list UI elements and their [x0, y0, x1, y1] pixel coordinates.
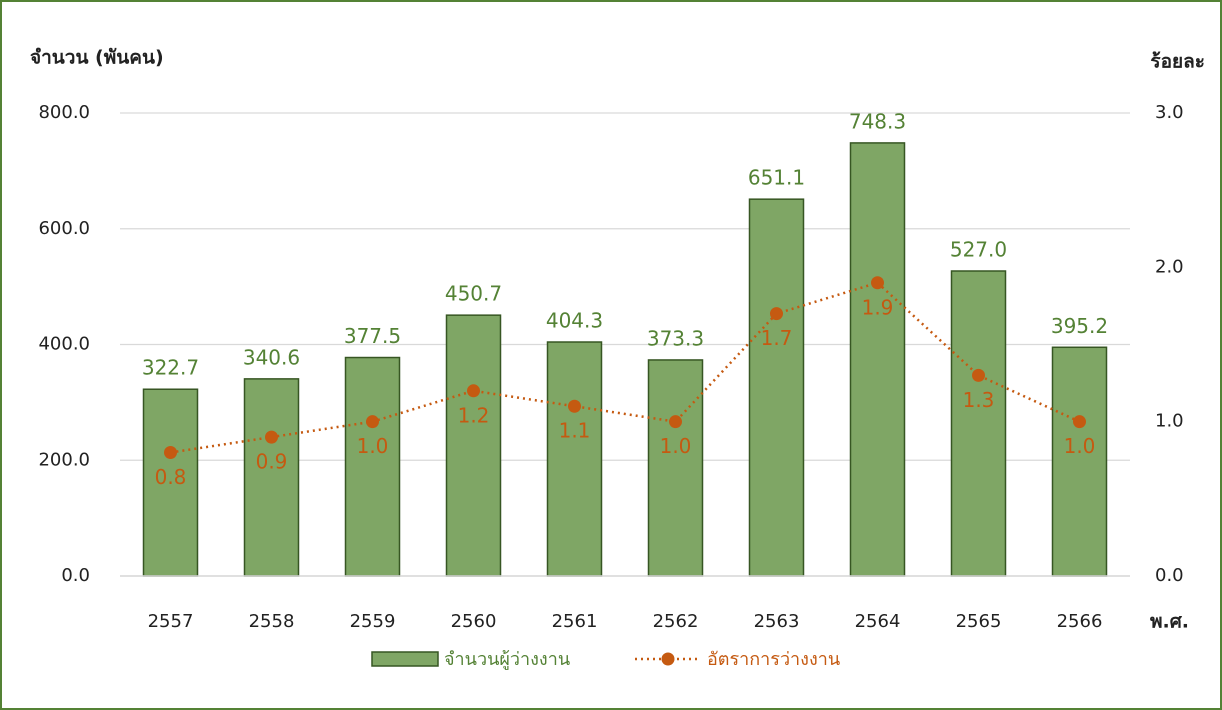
- bar-value-label: 527.0: [950, 237, 1007, 261]
- line-value-label: 1.1: [559, 419, 591, 443]
- bar-value-label: 340.6: [243, 345, 300, 369]
- line-marker: [265, 430, 278, 444]
- y-tick-label: 800.0: [38, 102, 90, 123]
- line-marker: [1073, 415, 1086, 429]
- y2-tick-label: 0.0: [1155, 565, 1184, 586]
- bar: [647, 359, 704, 577]
- y-tick-label: 0.0: [61, 565, 90, 586]
- line-value-label: 1.0: [1064, 434, 1096, 458]
- legend-label: จำนวนผู้ว่างงาน: [444, 649, 570, 670]
- legend-label: อัตราการว่างงาน: [707, 649, 840, 670]
- bar: [1051, 346, 1108, 577]
- line-value-label: 1.0: [357, 434, 389, 458]
- y-tick-label: 600.0: [38, 218, 90, 239]
- line-value-label: 1.7: [761, 326, 793, 350]
- bar: [950, 270, 1007, 577]
- line-marker: [669, 415, 682, 429]
- legend-swatch: [371, 651, 439, 667]
- line-value-label: 1.9: [862, 295, 894, 319]
- y2-axis-title: ร้อยละ: [1150, 51, 1205, 73]
- x-tick-label: 2557: [148, 611, 194, 632]
- bar-value-label: 373.3: [647, 326, 704, 350]
- line-marker: [972, 368, 985, 382]
- x-tick-label: 2560: [451, 611, 497, 632]
- x-tick-label: 2561: [552, 611, 598, 632]
- x-tick-label: 2563: [754, 611, 800, 632]
- x-tick-label: 2564: [855, 611, 901, 632]
- y-axis-title: จำนวน (พันคน): [30, 47, 164, 69]
- y2-tick-label: 2.0: [1155, 256, 1184, 277]
- line-value-label: 1.3: [963, 388, 995, 412]
- bar: [243, 378, 300, 577]
- bar-value-label: 748.3: [849, 109, 906, 133]
- line-value-label: 1.2: [458, 403, 490, 427]
- x-tick-label: 2566: [1057, 611, 1103, 632]
- bar: [849, 142, 906, 577]
- line-marker: [568, 399, 581, 413]
- bar-value-label: 395.2: [1051, 314, 1108, 338]
- y2-tick-label: 1.0: [1155, 411, 1184, 432]
- bar-value-label: 322.7: [142, 356, 199, 380]
- line-marker: [770, 307, 783, 321]
- bar: [344, 356, 401, 577]
- line-series: [170, 281, 1081, 454]
- line-value-label: 1.0: [660, 434, 692, 458]
- x-tick-label: 2565: [956, 611, 1002, 632]
- legend-marker: [661, 652, 675, 666]
- line-marker: [164, 446, 177, 460]
- line-marker: [366, 415, 379, 429]
- bar: [748, 198, 805, 577]
- x-axis-title: พ.ศ.: [1150, 611, 1189, 633]
- line-value-label: 0.8: [155, 465, 187, 489]
- x-tick-label: 2558: [249, 611, 295, 632]
- y2-tick-label: 3.0: [1155, 102, 1184, 123]
- x-tick-label: 2562: [653, 611, 699, 632]
- bar: [445, 314, 502, 577]
- bar-value-label: 404.3: [546, 309, 603, 333]
- y-tick-label: 400.0: [38, 334, 90, 355]
- bar-value-label: 377.5: [344, 324, 401, 348]
- bar: [546, 341, 603, 577]
- x-tick-label: 2559: [350, 611, 396, 632]
- line-value-label: 0.9: [256, 450, 288, 474]
- line-marker: [871, 276, 884, 290]
- bar-value-label: 450.7: [445, 282, 502, 306]
- bar-value-label: 651.1: [748, 166, 805, 190]
- y-tick-label: 200.0: [38, 449, 90, 470]
- line-marker: [467, 384, 480, 398]
